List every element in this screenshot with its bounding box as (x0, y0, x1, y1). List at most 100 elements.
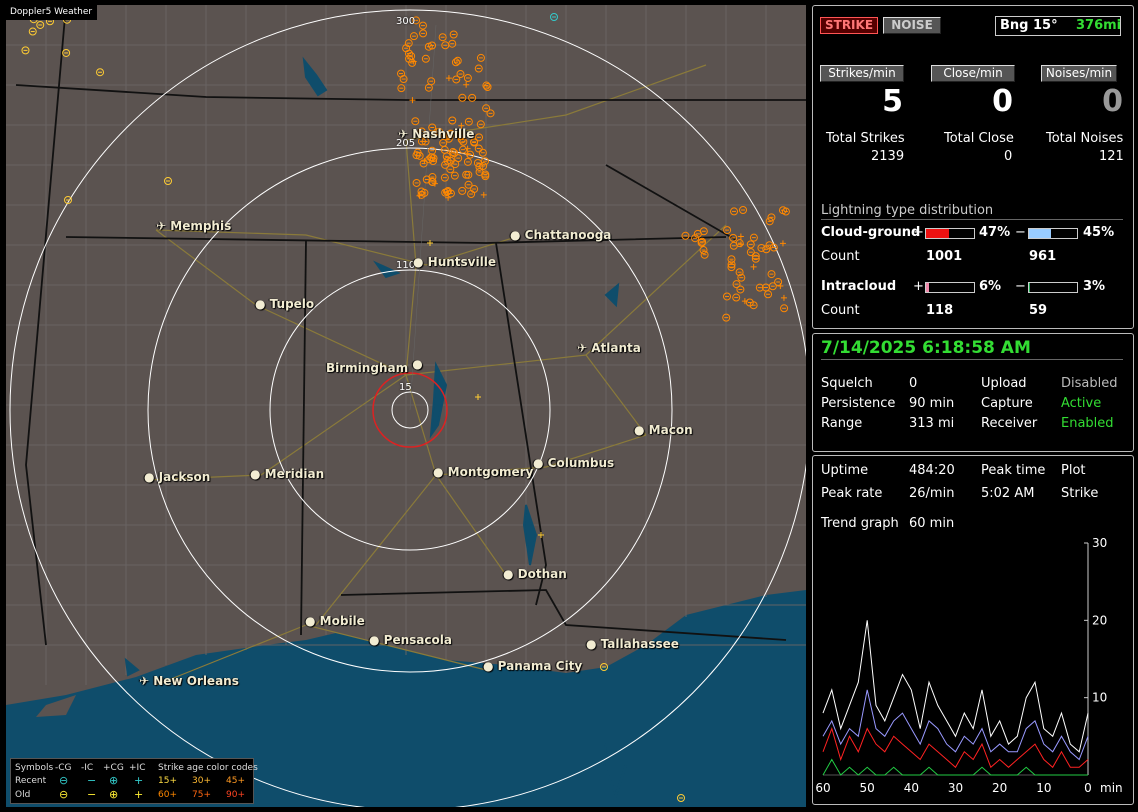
city-dot-icon: ● (586, 637, 597, 651)
city-tupelo[interactable]: ● Tupelo (255, 297, 314, 311)
total-strikes-label: Total Strikes (826, 131, 905, 146)
persistence-value: 90 min (909, 396, 955, 411)
persistence-label: Persistence (821, 396, 896, 411)
cg-positive-count: 1001 (926, 249, 963, 264)
strike-marker (466, 150, 475, 159)
strike-marker (409, 97, 416, 104)
city-dot-icon: ● (510, 228, 521, 242)
strike-marker (778, 206, 787, 215)
strike-marker (700, 250, 709, 259)
strike-marker (739, 206, 748, 215)
strike-button[interactable]: STRIKE (820, 17, 878, 34)
city-atlanta[interactable]: ✈ Atlanta (577, 341, 641, 355)
capture-value[interactable]: Active (1061, 396, 1102, 411)
city-pensacola[interactable]: ● Pensacola (369, 633, 452, 647)
cg-minus-sign: − (1015, 225, 1026, 240)
strike-marker (458, 93, 467, 102)
receiver-value[interactable]: Enabled (1061, 416, 1114, 431)
strike-marker (421, 54, 430, 63)
cg-negative-pct: 45% (1083, 225, 1115, 240)
strike-marker (64, 196, 72, 204)
strike-marker (407, 52, 416, 61)
noises-per-min-button[interactable]: Noises/min (1041, 65, 1117, 82)
strike-marker (397, 69, 406, 78)
strike-marker (455, 132, 464, 141)
city-label: Columbus (547, 456, 615, 470)
city-panama-city[interactable]: ● Panama City (483, 659, 582, 673)
trend-series-line (822, 758, 1088, 776)
city-memphis[interactable]: ✈ Memphis (156, 219, 231, 233)
city-birmingham[interactable]: Birmingham ● (326, 357, 423, 375)
city-tallahassee[interactable]: ● Tallahassee (586, 637, 679, 651)
ic-positive-pct: 6% (979, 279, 1002, 294)
city-macon[interactable]: ● Macon (634, 423, 693, 437)
legend-neg-ic: -IC (81, 763, 94, 773)
x-tick-label: 50 (860, 781, 875, 795)
strike-marker (424, 83, 433, 92)
capture-label: Capture (981, 396, 1033, 411)
airport-icon: ✈ (139, 674, 150, 688)
city-label: Montgomery (447, 465, 534, 479)
strike-marker (464, 117, 473, 126)
city-label: New Orleans (153, 674, 239, 688)
strike-marker (450, 171, 459, 180)
strike-marker (482, 104, 491, 113)
legend-old-label: Old (15, 790, 31, 800)
strike-marker (62, 48, 71, 57)
ic-negative-count: 59 (1029, 303, 1048, 318)
strike-marker (402, 44, 411, 53)
close-per-min-button[interactable]: Close/min (931, 65, 1015, 82)
city-meridian[interactable]: ● Meridian (250, 467, 324, 481)
trend-series-line (822, 689, 1089, 761)
strike-marker (751, 254, 760, 263)
strike-marker (737, 273, 746, 282)
strike-marker (21, 46, 30, 55)
strike-marker (441, 188, 450, 197)
strike-marker (745, 298, 754, 307)
strike-marker (458, 122, 465, 129)
strike-marker (420, 188, 429, 197)
strike-marker (440, 173, 449, 182)
strike-marker (467, 190, 476, 199)
upload-value[interactable]: Disabled (1061, 376, 1118, 391)
city-new-orleans[interactable]: ✈ New Orleans (139, 674, 239, 688)
strike-marker (427, 240, 433, 246)
strike-marker (438, 33, 447, 42)
city-columbus[interactable]: ● Columbus (533, 456, 614, 470)
city-jackson[interactable]: ● Jackson (144, 470, 210, 484)
strike-marker (452, 75, 461, 84)
city-dothan[interactable]: ● Dothan (503, 567, 567, 581)
plus-circle-icon: ⊕ (109, 788, 119, 801)
app-title: Doppler5 Weather (6, 5, 98, 20)
strike-marker (459, 137, 468, 146)
strike-marker (480, 157, 489, 166)
strikes-per-min-button[interactable]: Strikes/min (820, 65, 904, 82)
strike-status-panel: STRIKE NOISE Bng 15° 376mi Strikes/min C… (812, 5, 1134, 329)
strike-marker (456, 70, 465, 79)
plot-value[interactable]: Strike (1061, 486, 1099, 501)
city-montgomery[interactable]: ● Montgomery (433, 465, 533, 479)
lightning-map[interactable]: Doppler5 Weather 300 205 110 15 ✈ Nashvi… (6, 5, 806, 807)
strike-marker (729, 241, 738, 250)
ic-negative-bar (1028, 282, 1078, 293)
city-mobile[interactable]: ● Mobile (305, 614, 365, 628)
city-label: Atlanta (591, 341, 641, 355)
plus-icon: + (134, 788, 144, 801)
strike-marker (475, 162, 484, 171)
strike-marker (417, 137, 426, 146)
strike-marker (445, 194, 452, 201)
city-huntsville[interactable]: ● Huntsville (413, 255, 496, 269)
trend-graph-value[interactable]: 60 min (909, 516, 955, 531)
bearing-box (995, 16, 1121, 36)
cg-count-label: Count (821, 249, 860, 264)
x-tick-label: 30 (948, 781, 963, 795)
intracloud-label: Intracloud (821, 279, 897, 294)
strike-marker (443, 156, 452, 165)
city-chattanooga[interactable]: ● Chattanooga (510, 228, 611, 242)
city-nashville[interactable]: ✈ Nashville (398, 127, 474, 141)
age-75: 75+ (192, 790, 211, 800)
noise-button[interactable]: NOISE (883, 17, 941, 34)
city-dot-icon: ● (369, 633, 380, 647)
age-60: 60+ (158, 790, 177, 800)
strike-marker (750, 263, 757, 270)
